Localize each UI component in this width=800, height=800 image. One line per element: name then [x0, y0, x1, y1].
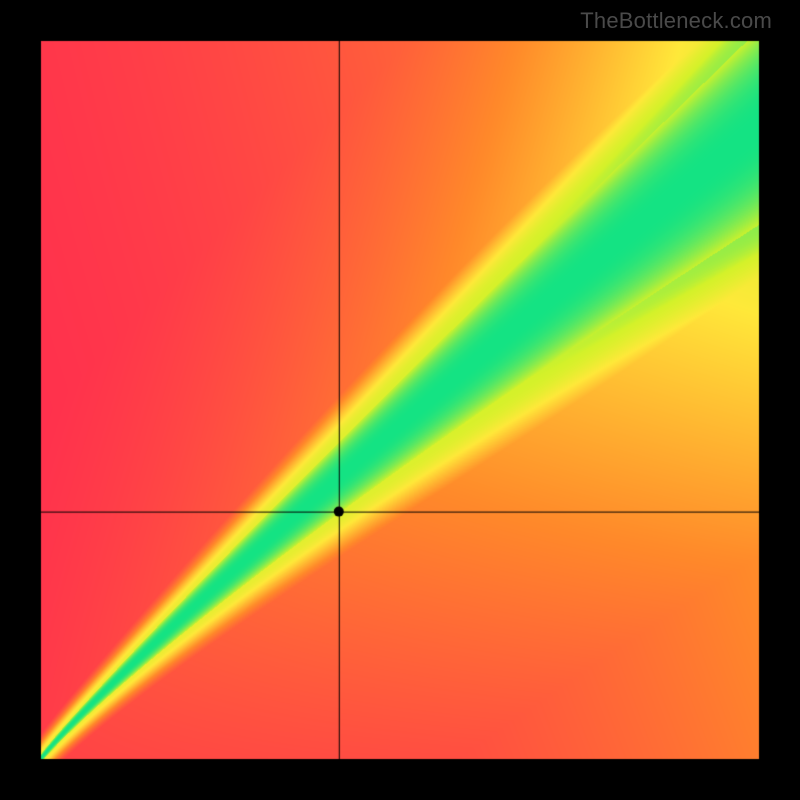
- bottleneck-heatmap-container: TheBottleneck.com: [0, 0, 800, 800]
- bottleneck-heatmap-canvas: [0, 0, 800, 800]
- watermark-text: TheBottleneck.com: [580, 8, 772, 34]
